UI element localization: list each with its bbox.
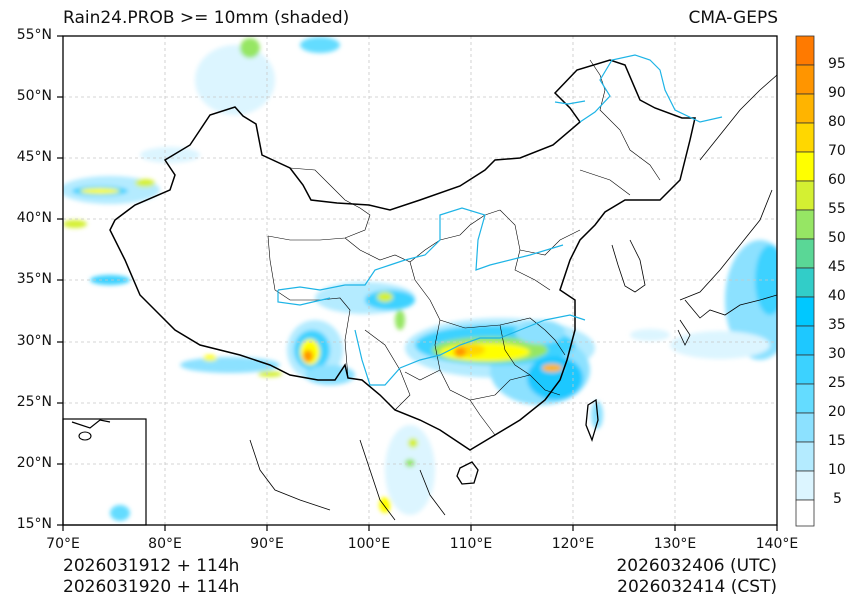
valid-cst: 2026032414 (CST) — [617, 577, 777, 597]
colorbar-label: 50 — [828, 230, 846, 246]
axis-ticks — [57, 35, 778, 531]
colorbar — [795, 35, 815, 527]
hainan-outline — [456, 461, 479, 485]
colorbar-label: 35 — [828, 317, 846, 333]
colorbar-label: 90 — [828, 85, 846, 101]
precip-shading — [63, 37, 777, 521]
forecast-init-info: 2026031912 + 114h 2026031920 + 114h — [63, 556, 239, 598]
taiwan-outline — [585, 398, 599, 442]
forecast-valid-info: 2026032406 (UTC) 2026032414 (CST) — [616, 556, 777, 598]
x-tick-label: 100°E — [347, 536, 391, 552]
china-border — [109, 59, 696, 451]
colorbar-label: 20 — [828, 404, 846, 420]
init-cst: 2026031920 + 114h — [63, 577, 240, 597]
y-tick-label: 20°N — [16, 455, 52, 471]
colorbar-label: 30 — [828, 346, 846, 362]
y-tick-label: 55°N — [16, 27, 52, 43]
colorbar-label: 45 — [828, 259, 846, 275]
y-tick-label: 30°N — [16, 333, 52, 349]
colorbar-label: 80 — [828, 114, 846, 130]
chart-title: Rain24.PROB >= 10mm (shaded) — [63, 8, 350, 28]
x-tick-label: 130°E — [653, 536, 697, 552]
valid-utc: 2026032406 (UTC) — [616, 556, 777, 576]
x-tick-label: 110°E — [449, 536, 493, 552]
colorbar-label: 70 — [828, 143, 846, 159]
colorbar-label: 60 — [828, 172, 846, 188]
y-tick-label: 45°N — [16, 149, 52, 165]
model-name: CMA-GEPS — [688, 8, 778, 28]
y-tick-label: 25°N — [16, 394, 52, 410]
y-tick-label: 35°N — [16, 271, 52, 287]
x-tick-label: 140°E — [755, 536, 799, 552]
colorbar-label: 5 — [833, 491, 842, 507]
colorbar-label: 95 — [828, 56, 846, 72]
colorbar-label: 40 — [828, 288, 846, 304]
colorbar-label: 15 — [828, 433, 846, 449]
colorbar-label: 55 — [828, 201, 846, 217]
x-tick-label: 70°E — [46, 536, 80, 552]
rivers — [277, 54, 723, 386]
init-utc: 2026031912 + 114h — [63, 556, 240, 576]
x-tick-label: 120°E — [551, 536, 595, 552]
x-tick-label: 80°E — [148, 536, 182, 552]
y-tick-label: 40°N — [16, 210, 52, 226]
y-tick-label: 15°N — [16, 516, 52, 532]
colorbar-label: 25 — [828, 375, 846, 391]
colorbar-label: 10 — [828, 462, 846, 478]
y-tick-label: 50°N — [16, 88, 52, 104]
neighbor-coastlines — [249, 74, 777, 521]
x-tick-label: 90°E — [250, 536, 284, 552]
gridlines — [63, 36, 777, 525]
